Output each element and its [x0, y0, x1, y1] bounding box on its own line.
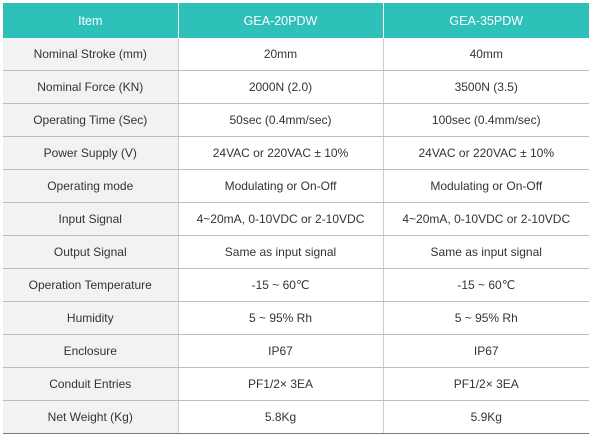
- row-label: Operating Time (Sec): [3, 103, 178, 137]
- table-row: Input Signal 4~20mA, 0-10VDC or 2-10VDC …: [3, 202, 589, 236]
- cell-gea-35pdw: 5.9Kg: [382, 400, 589, 434]
- header-item: Item: [3, 3, 179, 38]
- cell-gea-20pdw: 4~20mA, 0-10VDC or 2-10VDC: [177, 202, 383, 236]
- cell-gea-20pdw: Same as input signal: [177, 235, 383, 269]
- cell-gea-20pdw: 24VAC or 220VAC ± 10%: [177, 136, 383, 170]
- header-model-gea-35pdw: GEA-35PDW: [383, 3, 589, 38]
- row-label: Input Signal: [3, 202, 178, 236]
- cell-gea-20pdw: PF1/2× 3EA: [177, 367, 383, 401]
- table-row: Operating Time (Sec) 50sec (0.4mm/sec) 1…: [3, 103, 589, 137]
- table-row: Nominal Force (KN) 2000N (2.0) 3500N (3.…: [3, 70, 589, 104]
- table-row: Power Supply (V) 24VAC or 220VAC ± 10% 2…: [3, 136, 589, 170]
- row-label: Conduit Entries: [3, 367, 178, 401]
- cell-gea-35pdw: -15 ~ 60℃: [382, 268, 589, 302]
- cell-gea-20pdw: IP67: [177, 334, 383, 368]
- cell-gea-20pdw: 5 ~ 95% Rh: [177, 301, 383, 335]
- cell-gea-35pdw: PF1/2× 3EA: [382, 367, 589, 401]
- row-label: Humidity: [3, 301, 178, 335]
- spec-table-header: Item GEA-20PDW GEA-35PDW: [3, 3, 589, 38]
- cell-gea-20pdw: 2000N (2.0): [177, 70, 383, 104]
- row-label: Power Supply (V): [3, 136, 178, 170]
- cell-gea-35pdw: 24VAC or 220VAC ± 10%: [382, 136, 589, 170]
- row-label: Enclosure: [3, 334, 178, 368]
- header-row: Item GEA-20PDW GEA-35PDW: [3, 3, 589, 38]
- row-label: Operation Temperature: [3, 268, 178, 302]
- cell-gea-35pdw: Modulating or On-Off: [382, 169, 589, 203]
- cell-gea-20pdw: Modulating or On-Off: [177, 169, 383, 203]
- table-row: Humidity 5 ~ 95% Rh 5 ~ 95% Rh: [3, 301, 589, 335]
- row-label: Net Weight (Kg): [3, 400, 178, 434]
- table-row: Operating mode Modulating or On-Off Modu…: [3, 169, 589, 203]
- row-label: Nominal Force (KN): [3, 70, 178, 104]
- table-row: Net Weight (Kg) 5.8Kg 5.9Kg: [3, 400, 589, 434]
- cell-gea-35pdw: 5 ~ 95% Rh: [382, 301, 589, 335]
- cell-gea-35pdw: Same as input signal: [382, 235, 589, 269]
- cell-gea-20pdw: -15 ~ 60℃: [177, 268, 383, 302]
- cell-gea-35pdw: 40mm: [382, 38, 589, 71]
- spec-table-body: Nominal Stroke (mm) 20mm 40mm Nominal Fo…: [3, 38, 589, 434]
- row-label: Operating mode: [3, 169, 178, 203]
- header-model-gea-20pdw: GEA-20PDW: [178, 3, 384, 38]
- table-row: Conduit Entries PF1/2× 3EA PF1/2× 3EA: [3, 367, 589, 401]
- spec-table: Item GEA-20PDW GEA-35PDW Nominal Stroke …: [3, 3, 589, 434]
- cell-gea-35pdw: 100sec (0.4mm/sec): [382, 103, 589, 137]
- cell-gea-20pdw: 5.8Kg: [177, 400, 383, 434]
- cell-gea-35pdw: IP67: [382, 334, 589, 368]
- table-row: Nominal Stroke (mm) 20mm 40mm: [3, 38, 589, 71]
- cell-gea-20pdw: 20mm: [177, 38, 383, 71]
- table-row: Enclosure IP67 IP67: [3, 334, 589, 368]
- row-label: Output Signal: [3, 235, 178, 269]
- table-row: Operation Temperature -15 ~ 60℃ -15 ~ 60…: [3, 268, 589, 302]
- table-row: Output Signal Same as input signal Same …: [3, 235, 589, 269]
- row-label: Nominal Stroke (mm): [3, 38, 178, 71]
- cell-gea-35pdw: 4~20mA, 0-10VDC or 2-10VDC: [382, 202, 589, 236]
- cell-gea-35pdw: 3500N (3.5): [382, 70, 589, 104]
- cell-gea-20pdw: 50sec (0.4mm/sec): [177, 103, 383, 137]
